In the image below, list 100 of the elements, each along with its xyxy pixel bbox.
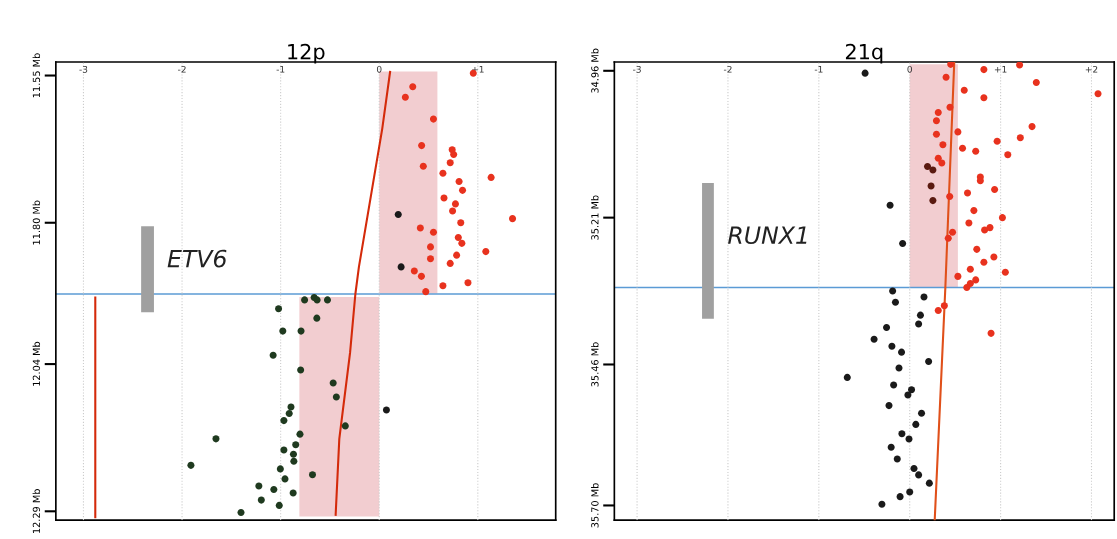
point xyxy=(416,224,424,232)
point xyxy=(915,320,923,328)
point xyxy=(275,305,283,313)
x-tick-label: -3 xyxy=(79,65,88,73)
point xyxy=(910,464,918,472)
point xyxy=(426,255,435,263)
point xyxy=(329,379,337,387)
point xyxy=(276,465,284,473)
point xyxy=(898,430,906,438)
point xyxy=(290,457,298,465)
point xyxy=(280,446,288,454)
point xyxy=(947,61,955,68)
point xyxy=(450,150,458,158)
point xyxy=(966,265,974,273)
point xyxy=(296,430,304,438)
point xyxy=(927,182,935,190)
point xyxy=(410,267,418,275)
y-tick-label: 11.80 Mb xyxy=(32,200,41,245)
point xyxy=(915,471,923,479)
point xyxy=(287,403,295,411)
point xyxy=(455,177,463,186)
point xyxy=(843,373,851,381)
point xyxy=(887,443,895,451)
point xyxy=(991,185,999,193)
point xyxy=(449,207,457,215)
point xyxy=(972,276,980,284)
point xyxy=(341,422,349,430)
point xyxy=(255,482,263,490)
point xyxy=(906,488,914,496)
point xyxy=(464,279,472,287)
point xyxy=(940,302,948,310)
point xyxy=(908,386,916,394)
point xyxy=(394,210,402,219)
point xyxy=(275,501,283,509)
point xyxy=(899,239,907,248)
point xyxy=(970,207,978,215)
point xyxy=(508,215,517,223)
point xyxy=(934,108,942,117)
point xyxy=(459,186,467,194)
x-tick-label: +1 xyxy=(994,66,1007,73)
point xyxy=(453,251,461,259)
y-tick-label: 12.04 Mb xyxy=(32,341,41,386)
point xyxy=(281,475,289,483)
point xyxy=(934,154,942,162)
point xyxy=(270,485,278,494)
point xyxy=(888,342,896,350)
point xyxy=(946,192,954,201)
point xyxy=(289,489,297,497)
point xyxy=(886,201,894,209)
point xyxy=(451,200,459,208)
point xyxy=(898,348,906,356)
point xyxy=(948,228,957,236)
point xyxy=(439,169,447,177)
point xyxy=(925,358,933,366)
point xyxy=(981,226,989,234)
point xyxy=(990,253,998,261)
point xyxy=(912,420,920,428)
point xyxy=(1016,61,1024,69)
y-tick-label: 11.55 Mb xyxy=(32,53,41,98)
point xyxy=(446,159,454,167)
point xyxy=(292,441,300,449)
point xyxy=(187,461,195,469)
point xyxy=(934,306,942,314)
point xyxy=(993,137,1001,145)
point xyxy=(942,73,950,81)
point xyxy=(285,410,293,418)
point xyxy=(279,327,287,335)
point xyxy=(313,314,321,322)
x-tick-label: -2 xyxy=(177,65,186,73)
point xyxy=(939,141,947,149)
point xyxy=(980,94,988,102)
point xyxy=(1032,79,1040,87)
point xyxy=(454,233,462,242)
point xyxy=(289,450,297,458)
x-tick-label: +1 xyxy=(472,66,484,73)
point xyxy=(280,417,288,425)
point xyxy=(269,351,277,359)
point xyxy=(932,117,940,125)
point xyxy=(965,219,973,227)
point xyxy=(883,323,891,332)
point xyxy=(332,393,340,401)
point xyxy=(980,66,988,74)
y-tick-label: 12.29 Mb xyxy=(32,489,41,533)
y-tick-label: 35.46 Mb xyxy=(591,342,599,387)
point xyxy=(417,272,425,280)
point xyxy=(878,500,886,508)
point xyxy=(297,366,305,374)
point xyxy=(297,327,305,335)
point xyxy=(960,86,968,94)
point xyxy=(426,243,435,251)
point xyxy=(905,435,913,443)
point xyxy=(870,335,878,343)
point xyxy=(923,163,932,171)
point xyxy=(986,224,994,232)
x-tick-label: 0 xyxy=(907,65,912,73)
point xyxy=(987,329,995,337)
point xyxy=(257,496,265,504)
point xyxy=(980,258,988,266)
point xyxy=(929,166,937,174)
point xyxy=(382,406,390,414)
